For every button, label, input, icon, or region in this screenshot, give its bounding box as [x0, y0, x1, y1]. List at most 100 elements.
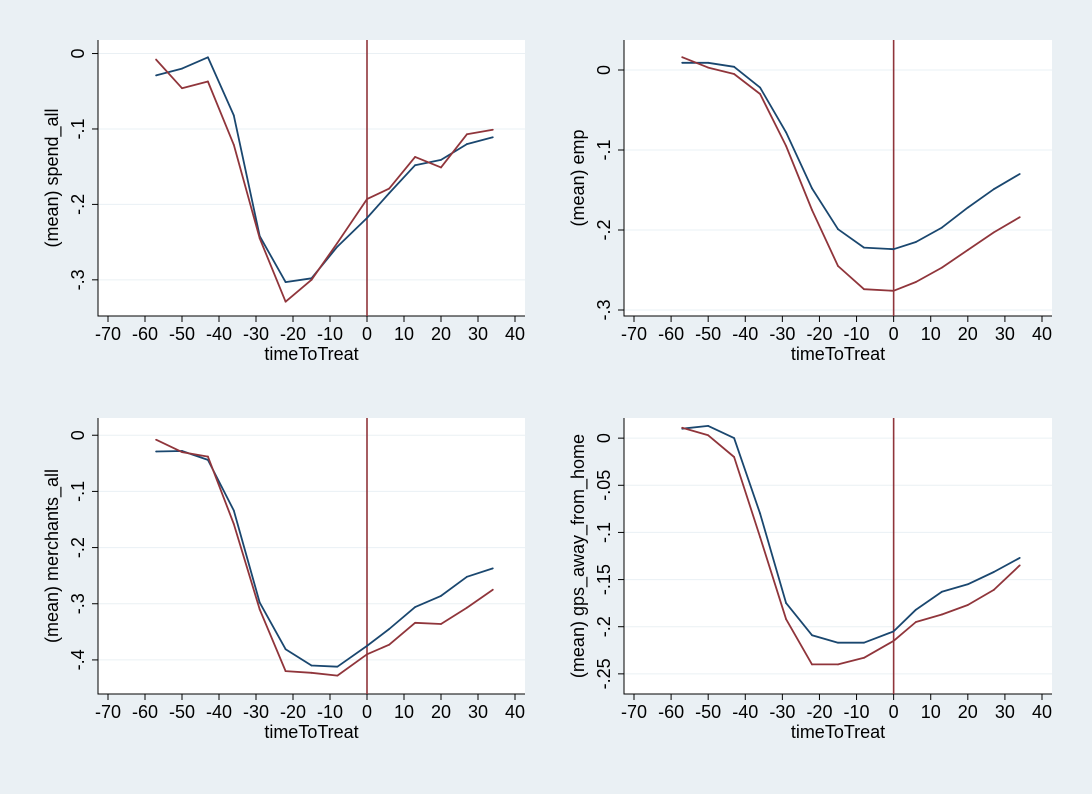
- data-point-series-1: [892, 248, 895, 251]
- data-point-series-1: [992, 571, 995, 573]
- data-point-series-1: [232, 114, 235, 117]
- data-point-series-1: [863, 246, 865, 249]
- x-tick-label: 20: [431, 324, 451, 344]
- series-line-2: [681, 426, 1021, 666]
- data-point-series-2: [837, 663, 839, 666]
- data-point-series-2: [914, 281, 917, 283]
- x-tick-label: -20: [806, 702, 832, 722]
- data-point-series-1: [811, 187, 813, 190]
- panel-merchants-all: -70 -60 -50 -40 -30 -20 -10 0 10 20 30 40 0 -.1 -.2 -.3…: [42, 418, 525, 742]
- data-point-series-1: [388, 192, 391, 194]
- data-point-series-2: [258, 237, 261, 240]
- panel-emp: -70 -60 -50 -40 -30 -20 -10 0 10 20 30 40 0 -.1 -.2 -.3…: [568, 40, 1052, 364]
- data-point-series-2: [733, 73, 736, 75]
- data-point-series-1: [707, 424, 710, 427]
- data-point-series-2: [388, 187, 391, 190]
- data-point-series-2: [892, 639, 895, 642]
- data-point-series-2: [681, 56, 684, 59]
- y-axis-title: (mean) merchants_all: [42, 469, 63, 643]
- data-point-series-2: [992, 589, 995, 591]
- data-point-series-1: [940, 226, 943, 229]
- data-point-series-1: [491, 136, 494, 139]
- data-point-series-1: [466, 143, 468, 145]
- data-point-series-1: [892, 630, 895, 633]
- x-tick-label: -30: [243, 702, 269, 722]
- y-tick-label: -.2: [594, 219, 614, 240]
- data-point-series-1: [336, 665, 339, 668]
- data-point-series-1: [914, 241, 917, 243]
- data-point-series-2: [707, 66, 710, 69]
- plot-area: [624, 418, 1052, 694]
- x-tick-label: 10: [921, 324, 941, 344]
- data-point-series-1: [811, 634, 813, 637]
- x-tick-label: -10: [317, 702, 343, 722]
- panel-spend-all: -70 -60 -50 -40 -30 -20 -10 0 10 20 30 40 0 -.1 -.2 -.3…: [42, 40, 525, 364]
- y-tick-label: -.15: [594, 564, 614, 595]
- data-point-series-2: [258, 608, 261, 611]
- x-tick-label: -60: [658, 324, 684, 344]
- data-point-series-2: [440, 623, 442, 625]
- data-point-series-2: [414, 621, 416, 624]
- x-tick-label: 10: [921, 702, 941, 722]
- data-point-series-2: [811, 663, 813, 666]
- x-tick-label: -10: [317, 324, 343, 344]
- y-tick-label: 0: [68, 49, 88, 59]
- data-point-series-2: [733, 456, 736, 458]
- data-point-series-2: [1018, 216, 1021, 219]
- data-point-series-2: [892, 289, 895, 292]
- x-tick-label: -40: [206, 702, 232, 722]
- data-point-series-1: [733, 437, 736, 440]
- data-point-series-1: [837, 228, 839, 231]
- x-tick-label: -20: [806, 324, 832, 344]
- y-tick-label: -.1: [594, 522, 614, 543]
- data-point-series-2: [759, 536, 762, 539]
- plot-area: [624, 40, 1052, 316]
- data-point-series-2: [966, 249, 969, 251]
- y-tick-label: -.3: [594, 299, 614, 320]
- data-point-series-2: [366, 653, 368, 656]
- x-tick-label: -70: [621, 702, 647, 722]
- data-point-series-1: [336, 245, 339, 248]
- x-tick-label: -30: [769, 324, 795, 344]
- series-line-2: [155, 58, 493, 303]
- x-tick-label: -40: [732, 702, 758, 722]
- data-point-series-2: [863, 288, 865, 291]
- y-axis-title: (mean) gps_away_from_home: [568, 434, 589, 678]
- x-tick-label: -50: [695, 702, 721, 722]
- x-tick-label: -60: [132, 702, 158, 722]
- y-tick-label: -.05: [594, 470, 614, 501]
- data-point-series-1: [681, 61, 684, 64]
- x-tick-label: -40: [206, 324, 232, 344]
- data-point-series-1: [707, 61, 710, 64]
- x-tick-label: -70: [95, 324, 121, 344]
- x-axis-title: timeToTreat: [791, 344, 885, 364]
- data-point-series-2: [863, 656, 865, 659]
- data-point-series-1: [155, 74, 158, 77]
- data-point-series-1: [440, 158, 442, 161]
- data-point-series-2: [1018, 564, 1021, 567]
- data-point-series-2: [940, 266, 943, 269]
- x-tick-label: -30: [243, 324, 269, 344]
- data-point-series-2: [491, 588, 494, 591]
- x-tick-label: -50: [169, 702, 195, 722]
- x-tick-label: -60: [658, 702, 684, 722]
- data-point-series-2: [707, 434, 710, 437]
- x-tick-label: 10: [394, 324, 414, 344]
- x-tick-label: -30: [769, 702, 795, 722]
- data-point-series-1: [284, 648, 287, 651]
- data-point-series-2: [284, 670, 287, 673]
- data-point-series-1: [1018, 173, 1021, 175]
- y-tick-label: -.1: [68, 118, 88, 139]
- x-tick-label: -70: [621, 324, 647, 344]
- x-tick-label: 20: [958, 324, 978, 344]
- data-point-series-1: [181, 67, 183, 70]
- panel-gps-away-from-home: -70 -60 -50 -40 -30 -20 -10 0 10 20 30 40 0 -.05 -.1 -.…: [568, 418, 1052, 742]
- data-point-series-1: [366, 644, 368, 647]
- data-point-series-1: [440, 594, 442, 597]
- x-tick-label: -40: [732, 324, 758, 344]
- y-tick-label: 0: [594, 65, 614, 75]
- series-line-2: [155, 438, 494, 677]
- data-point-series-2: [440, 166, 442, 169]
- data-point-series-2: [992, 231, 995, 234]
- y-tick-label: -.4: [68, 649, 88, 670]
